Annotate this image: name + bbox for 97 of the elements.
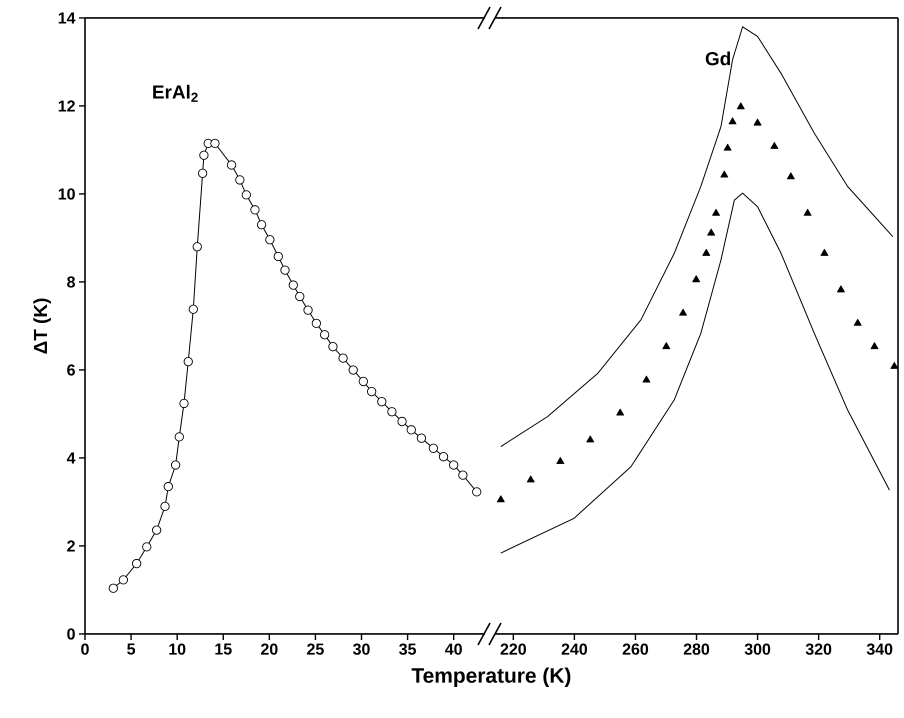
y-tick-label: 12 [58,100,75,112]
x-tick-label: 10 [169,644,186,655]
point [496,495,505,502]
point [556,457,564,464]
point [250,205,260,214]
point [586,435,594,442]
point [274,252,283,262]
point [108,584,118,593]
point [820,248,828,256]
point [170,460,180,470]
point [377,397,386,406]
point [235,175,244,185]
point [366,386,376,396]
x-tick-label: 300 [744,644,770,655]
point [132,558,142,568]
point [328,342,338,352]
x-tick-label: 25 [307,644,324,655]
point [707,228,716,236]
y-tick-label: 4 [66,452,76,464]
y-tick-label: 2 [67,540,75,552]
point [188,304,198,314]
x-tick-label: 30 [353,644,370,655]
point [406,425,416,434]
x-tick-label: 20 [261,644,278,655]
point [288,280,298,290]
y-tick-label: 0 [67,628,75,640]
point [728,117,736,124]
point [295,292,304,302]
point [160,502,170,512]
x-tick-label: 0 [81,644,89,655]
point [416,434,426,443]
point [280,265,290,275]
point [303,305,313,315]
point [320,330,330,340]
point [184,356,193,366]
point [198,168,208,178]
point [242,190,251,200]
y-tick-label: 10 [58,188,75,200]
x-tick-label: 240 [562,644,588,655]
point [458,470,468,480]
point [679,308,687,316]
point [472,487,482,497]
point [786,172,795,180]
x-tick-label: 40 [445,644,462,655]
text: Gd [706,51,730,66]
x-tick-label: 320 [806,644,832,655]
point [265,235,275,244]
point [449,460,458,470]
point [804,208,812,216]
y-tick-label: 14 [58,12,76,24]
point [256,220,266,230]
point [662,342,670,350]
point [358,376,368,386]
x-axis-title: Temperature (K) [412,668,570,688]
point [438,452,448,462]
point [179,398,189,408]
point [870,342,878,350]
point [770,142,778,149]
point [854,318,862,326]
point [199,150,209,160]
point [142,542,152,552]
point [616,408,624,416]
point [226,160,236,170]
x-tick-label: 35 [399,644,416,655]
point [526,476,535,482]
point [692,275,700,282]
point [312,318,321,328]
x-tick-label: 340 [866,644,892,655]
point [702,248,710,256]
y-tick-label: 6 [67,364,75,376]
point [118,575,128,585]
x-tick-label: 260 [622,644,648,655]
point [174,432,184,442]
point [724,144,732,151]
point [428,444,438,453]
x-tick-label: 15 [215,644,232,655]
y-tick-label: 8 [67,276,75,288]
y-axis-title: ΔT (K) [33,298,51,354]
point [736,102,745,110]
point [348,365,358,375]
point [387,407,397,416]
point [642,376,650,383]
point [397,416,407,426]
point [754,118,762,126]
point [712,208,720,216]
x-tick-label: 5 [127,644,136,655]
x-tick-label: 280 [684,644,710,655]
point [192,242,202,252]
point [837,285,845,292]
point [210,138,220,148]
point [152,525,162,535]
x-tick-label: 220 [500,644,526,655]
point [338,353,348,363]
point [890,362,898,369]
point [720,170,728,178]
point [164,482,173,492]
text: ErAl$_{2}$ [153,84,198,102]
